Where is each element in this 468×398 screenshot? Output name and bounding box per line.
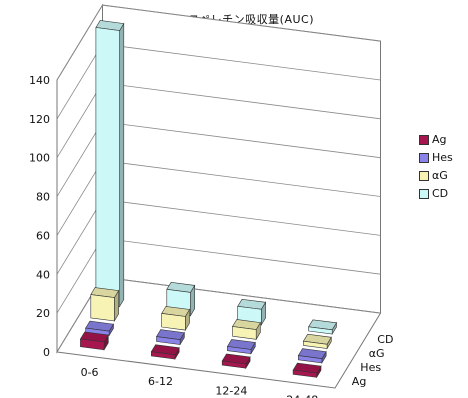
legend-item: αG xyxy=(417,167,465,185)
x-tick-label: 0-6 xyxy=(81,366,99,379)
bar-Hes-24-48 xyxy=(297,348,327,364)
depth-axis-label: Hes xyxy=(360,361,381,374)
legend-item: Ag xyxy=(417,131,465,149)
legend-item: CD xyxy=(417,185,465,203)
legend-label: Ag xyxy=(432,133,447,146)
bar-Hes-0-6 xyxy=(85,320,114,337)
bar-CD-24-48 xyxy=(308,319,337,336)
y-tick-label: 40 xyxy=(36,268,50,281)
bar-αG-24-48 xyxy=(302,333,332,350)
legend-item: Hes xyxy=(417,149,465,167)
x-tick-label: 6-12 xyxy=(148,375,173,388)
y-tick-label: 60 xyxy=(36,229,50,242)
bar-αG-12-24 xyxy=(232,319,261,341)
bar-Ag-0-6 xyxy=(79,331,109,351)
y-tick-label: 120 xyxy=(29,113,50,126)
y-tick-label: 20 xyxy=(36,307,50,320)
legend-swatch xyxy=(419,135,429,145)
x-tick-label: 24-48 xyxy=(286,394,318,398)
y-tick-label: 100 xyxy=(29,152,50,165)
back-wall xyxy=(102,4,381,314)
bar-Ag-24-48 xyxy=(292,362,322,379)
y-tick-label: 140 xyxy=(29,74,50,87)
bar-αG-0-6 xyxy=(90,287,120,322)
x-tick-label: 12-24 xyxy=(215,384,247,397)
legend-label: αG xyxy=(432,169,448,182)
depth-axis-label: Ag xyxy=(352,375,367,388)
bar-Hes-12-24 xyxy=(226,339,256,355)
bar-Ag-6-12 xyxy=(150,344,180,361)
depth-axis-label: αG xyxy=(369,347,385,360)
legend-label: Hes xyxy=(432,151,453,164)
gridline xyxy=(56,4,381,81)
y-tick-label: 0 xyxy=(43,346,50,359)
bar-CD-12-24 xyxy=(237,298,267,326)
bar-CD-0-6 xyxy=(95,20,125,308)
bar-Ag-12-24 xyxy=(221,353,251,370)
y-tick-label: 80 xyxy=(36,191,50,204)
bar-Hes-6-12 xyxy=(156,329,185,346)
legend-swatch xyxy=(419,189,429,199)
depth-axis-label: CD xyxy=(377,333,393,346)
legend-swatch xyxy=(419,171,429,181)
chart-legend: Ag Hes αG CD xyxy=(417,131,465,203)
legend-label: CD xyxy=(432,187,449,200)
legend-swatch xyxy=(419,153,429,163)
bar-αG-6-12 xyxy=(161,306,190,332)
